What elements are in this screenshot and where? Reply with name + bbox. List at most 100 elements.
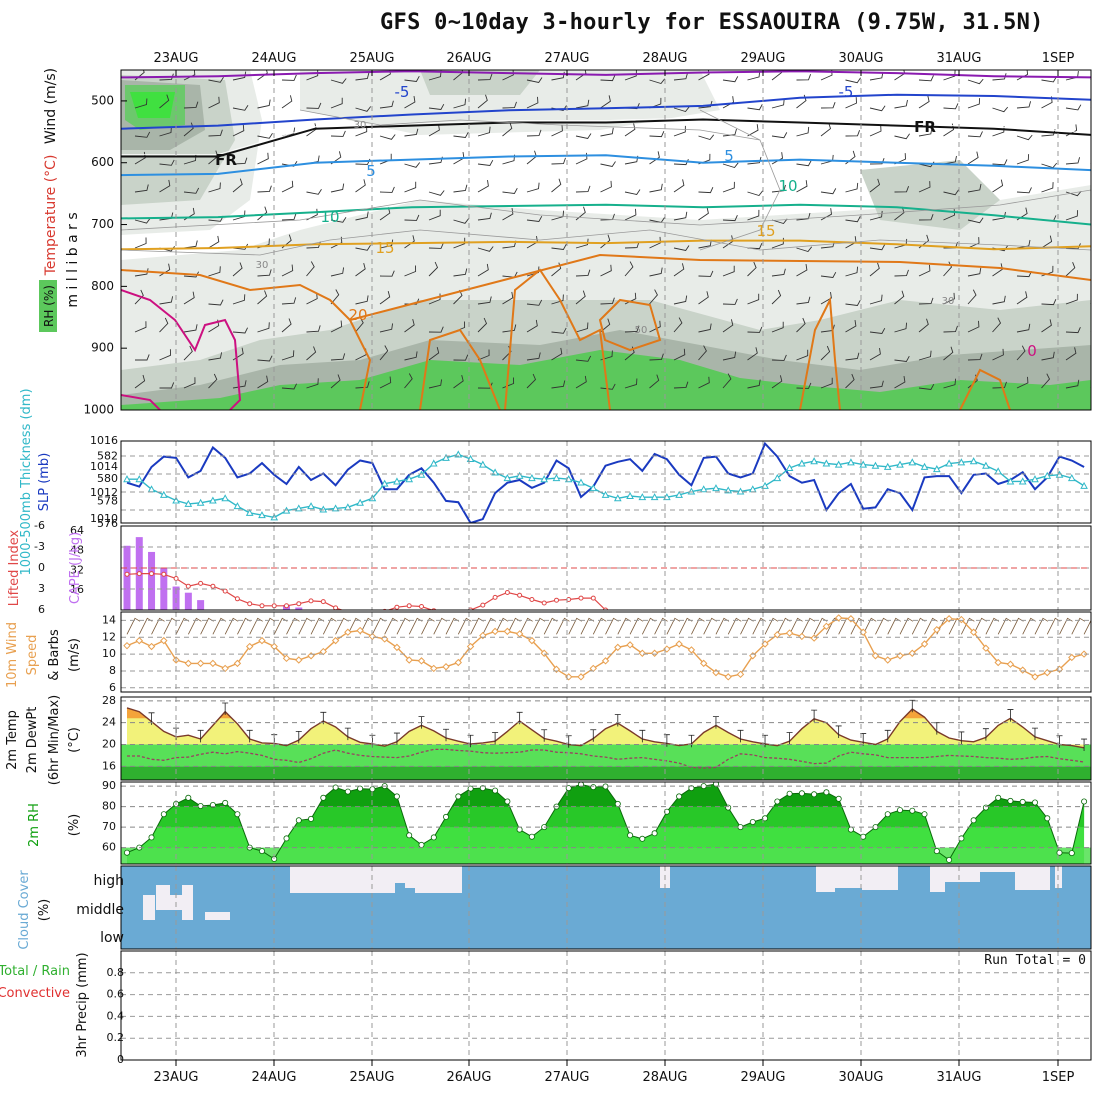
wind-barb	[502, 70, 514, 81]
cloud-clear-segment	[156, 885, 170, 910]
wind-barb	[894, 376, 906, 389]
wind-barb	[698, 345, 707, 361]
temp-y-title-1: 2m Temp	[5, 710, 20, 770]
rh-point	[1044, 815, 1051, 822]
y-tick-label: 6	[109, 681, 116, 694]
wind-barb	[1090, 135, 1091, 137]
wind-barb	[355, 295, 369, 305]
wind-barb	[306, 325, 321, 333]
wind-barb	[330, 183, 345, 193]
li-point	[210, 583, 216, 589]
wind-barb	[869, 178, 881, 193]
contour-label: -5	[395, 83, 410, 101]
wind-barb	[673, 179, 685, 193]
wind-barb	[918, 75, 934, 82]
wind-speed-point	[405, 656, 413, 664]
li-point	[984, 612, 988, 616]
temp-minmax-bar	[590, 729, 597, 742]
wind-barb	[502, 122, 513, 137]
wind-barb	[575, 322, 589, 333]
wind-barb	[967, 183, 982, 193]
li-point	[456, 613, 460, 617]
wind-barb	[404, 96, 416, 109]
thickness-point	[871, 461, 880, 469]
wind-barb-10m	[286, 617, 300, 635]
panel-frame-wind	[120, 611, 1092, 693]
wind-barb	[134, 321, 147, 333]
wind-barb	[796, 180, 808, 193]
wind-barb	[526, 373, 537, 389]
wind-barb	[820, 271, 837, 278]
wind-barb-10m	[457, 617, 472, 635]
thickness-point	[1043, 471, 1052, 479]
precip-legend-convective: Convective	[0, 986, 70, 1001]
top-date-label: 28AUG	[642, 51, 687, 66]
rh-point	[222, 799, 229, 806]
cape-bar	[197, 600, 205, 610]
li-point	[394, 604, 400, 610]
wind-barb	[673, 381, 689, 389]
li-point	[517, 592, 523, 598]
wind-barb	[649, 183, 663, 193]
temp-y-title-3: (6hr Min/Max)	[47, 695, 62, 785]
wind-barb	[918, 214, 934, 221]
wind-barb	[820, 240, 835, 249]
wind-barb-10m	[384, 617, 398, 635]
wind-barb	[869, 125, 882, 137]
wind-barb	[404, 181, 417, 193]
cape-bar	[123, 545, 131, 610]
wind-barb	[526, 352, 541, 361]
wind-barb	[257, 206, 268, 221]
bottom-date-label: 23AUG	[153, 1070, 198, 1085]
wind-barb	[1041, 76, 1057, 83]
wind-barb	[771, 321, 784, 333]
li-point	[972, 613, 976, 617]
rh-point	[160, 811, 167, 818]
wind-barb	[428, 242, 444, 249]
rh-point	[786, 790, 793, 797]
wind-barb	[796, 382, 812, 389]
wind-barb	[820, 345, 831, 361]
wind-barb	[1016, 187, 1032, 194]
wind-barb	[183, 122, 194, 137]
wind-barb	[992, 179, 1004, 193]
thickness-point	[589, 484, 598, 492]
rh-y-title: RH (%)	[42, 285, 56, 327]
wind-barb	[281, 264, 294, 277]
y-tick-label: 48	[70, 544, 84, 557]
temp-plot	[121, 699, 1091, 780]
wind-barb	[943, 261, 953, 277]
wind-barb	[306, 188, 322, 195]
li-point	[874, 614, 878, 618]
thickness-point	[515, 471, 524, 479]
top-date-label: 30AUG	[838, 51, 883, 66]
wind-barb	[894, 206, 905, 221]
precip-run-total: Run Total = 0	[984, 953, 1086, 968]
rh-point	[823, 789, 830, 796]
wind-speed-point	[135, 636, 143, 645]
wind-barb	[404, 235, 415, 249]
thickness-point	[699, 485, 708, 493]
wind-barb	[649, 353, 664, 361]
y-tick-label: 28	[102, 694, 116, 707]
li-point	[726, 614, 730, 618]
wind-plot	[123, 614, 1091, 681]
rh-point	[430, 834, 437, 841]
thickness-point	[957, 458, 966, 466]
y-tick-label: 16	[102, 759, 116, 772]
wind-barb	[355, 72, 370, 81]
wind-barb	[330, 320, 343, 333]
wind-barb	[281, 318, 292, 333]
wind-barb	[673, 211, 688, 221]
wind-barb	[1090, 359, 1091, 361]
wind-barb	[992, 317, 1002, 333]
wind-barb	[428, 261, 439, 277]
wind-barb	[771, 70, 783, 81]
wind-speed-point	[638, 649, 647, 657]
cloud-clear-segment	[182, 885, 193, 920]
wind-barb	[232, 243, 249, 250]
wind-barb	[649, 78, 666, 85]
wind-barb	[722, 298, 738, 305]
wind-barb	[281, 160, 298, 167]
wind-barb-10m	[629, 617, 644, 635]
